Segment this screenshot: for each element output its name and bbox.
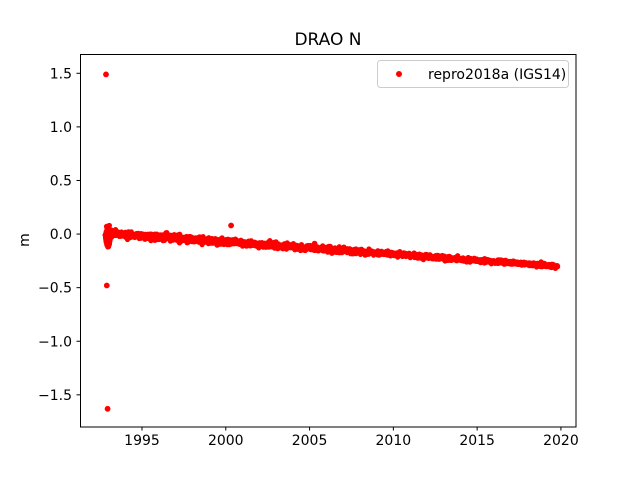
y-tick-label: 0.0 <box>50 227 72 243</box>
y-tick-label: −1.0 <box>38 334 72 350</box>
data-point <box>311 240 318 247</box>
legend-box <box>377 60 569 88</box>
data-point <box>103 282 110 289</box>
x-tick-label: 2010 <box>376 433 412 449</box>
data-point <box>555 264 561 270</box>
data-point <box>103 71 109 78</box>
x-tick-label: 2020 <box>543 433 579 449</box>
x-tick-label: 2000 <box>208 433 244 449</box>
chart-title: DRAO N <box>294 30 361 50</box>
y-tick-label: 1.0 <box>50 120 72 136</box>
legend-marker-icon <box>396 71 402 77</box>
x-tick-label: 2005 <box>292 433 328 449</box>
data-point <box>228 222 235 229</box>
data-point <box>103 235 109 241</box>
y-tick-label: −1.5 <box>38 388 72 404</box>
data-point <box>104 241 110 248</box>
y-tick-label: 0.5 <box>50 173 72 189</box>
x-tick-label: 2015 <box>459 433 495 449</box>
legend: repro2018a (IGS14) <box>377 60 569 88</box>
axes-frame <box>80 54 577 428</box>
data-point <box>103 223 110 230</box>
x-axis-ticks: 1995 2000 2005 2010 2015 2020 <box>124 427 579 449</box>
x-tick-label: 1995 <box>124 433 160 449</box>
y-axis-ticks: 1.5 1.0 0.5 0.0 −0.5 −1.0 −1.5 <box>38 66 80 404</box>
y-tick-label: −0.5 <box>38 281 72 297</box>
y-tick-label: 1.5 <box>50 66 72 82</box>
y-axis-label: m <box>17 233 33 247</box>
data-point <box>104 405 111 412</box>
data-point <box>103 229 109 235</box>
legend-entry-label: repro2018a (IGS14) <box>428 67 566 83</box>
scatter-points <box>102 71 561 412</box>
